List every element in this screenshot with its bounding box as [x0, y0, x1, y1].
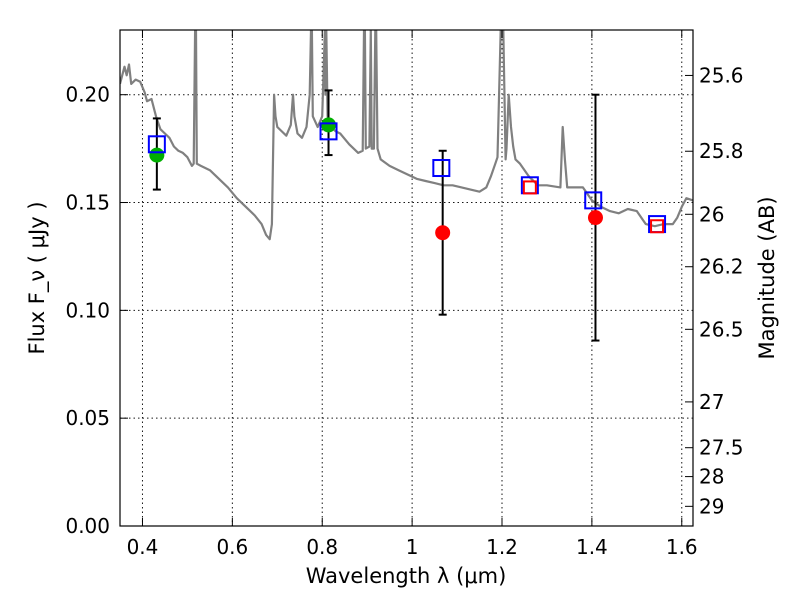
x-tick-label: 0.4	[127, 535, 159, 559]
x-axis-ticks: 0.4 0.6 0.8 1 1.2 1.4 1.6	[127, 30, 698, 559]
y-tick-label: 0.05	[65, 406, 110, 430]
spectrum-layer	[120, 30, 693, 241]
grid-lines	[120, 30, 693, 526]
magnitude-tick-label: 29	[699, 494, 724, 518]
plot-frame	[119, 29, 694, 527]
error-bars	[152, 89, 600, 342]
x-tick-label: 1.4	[576, 535, 608, 559]
model-point-square	[319, 122, 338, 141]
magnitude-tick-label: 27	[699, 390, 724, 414]
magnitude-tick-label: 25.6	[699, 63, 744, 87]
x-tick-label: 1.6	[666, 535, 698, 559]
y-axis-label: Flux F_ν ( μJy )	[25, 201, 50, 354]
model-points	[147, 122, 667, 234]
x-tick-label: 1.2	[486, 535, 518, 559]
magnitude-tick-label: 26.5	[699, 317, 744, 341]
observed-point	[321, 117, 337, 133]
y-tick-label: 0.10	[65, 298, 110, 322]
model-point-square	[147, 135, 166, 154]
x-axis-label: Wavelength λ (μm)	[306, 564, 507, 588]
observed-point	[587, 210, 603, 226]
y-axis-ticks: 0.00 0.05 0.10 0.15 0.20	[65, 83, 128, 538]
magnitude-tick-label: 26	[699, 202, 724, 226]
model-point-square	[432, 159, 451, 178]
x-tick-label: 1	[406, 535, 419, 559]
y-tick-label: 0.20	[65, 83, 110, 107]
model-point-red-square	[650, 219, 665, 234]
magnitude-tick-label: 26.2	[699, 255, 744, 279]
model-spectrum-line	[120, 30, 693, 241]
magnitude-tick-label: 28	[699, 465, 724, 489]
model-point-square	[584, 191, 603, 210]
magnitude-axis-ticks: 25.6 25.8 26 26.2 26.5 27 27.5 28 29	[685, 63, 744, 518]
magnitude-tick-label: 25.8	[699, 139, 744, 163]
observed-point	[435, 225, 451, 241]
model-point-red-square	[522, 180, 537, 195]
x-tick-label: 0.6	[216, 535, 248, 559]
y-tick-label: 0.15	[65, 191, 110, 215]
x-tick-label: 0.8	[306, 535, 338, 559]
y-tick-label: 0.00	[65, 514, 110, 538]
observed-point	[149, 147, 165, 163]
magnitude-tick-label: 27.5	[699, 436, 744, 460]
magnitude-axis-label: Magnitude (AB)	[755, 196, 779, 359]
